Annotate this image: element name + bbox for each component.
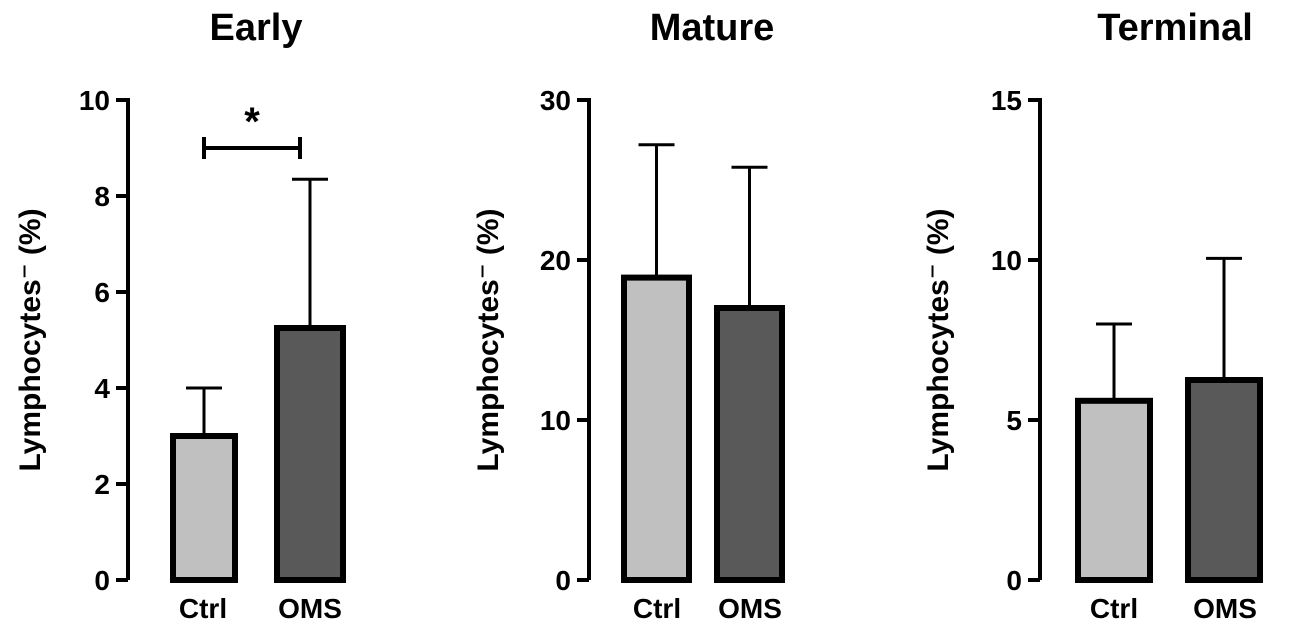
x-category-label: OMS bbox=[718, 593, 782, 624]
y-tick-label: 15 bbox=[991, 85, 1022, 116]
panel-early: Early Lymphocytes⁻ (%) 0 2 4 6 8 10 Ctrl OMS * bbox=[14, 7, 346, 624]
x-category-label: Ctrl bbox=[1090, 593, 1138, 624]
chart-title: Mature bbox=[650, 7, 775, 49]
bar-oms bbox=[1185, 377, 1263, 583]
y-tick-label: 8 bbox=[94, 181, 110, 212]
panel-mature: Mature Lymphocytes⁻ (%) 0 10 20 30 Ctrl OMS bbox=[472, 7, 785, 624]
bar-ctrl bbox=[621, 274, 692, 583]
chart-title: Terminal bbox=[1097, 7, 1253, 49]
y-tick-label: 0 bbox=[94, 565, 110, 596]
chart-title: Early bbox=[210, 7, 303, 49]
panel-terminal: Terminal Lymphocytes⁻ (%) 0 5 10 15 Ctrl OMS bbox=[922, 7, 1263, 624]
y-tick-label: 2 bbox=[94, 469, 110, 500]
significance-label: * bbox=[244, 100, 260, 144]
y-tick-label: 0 bbox=[1006, 565, 1022, 596]
bar-oms bbox=[274, 325, 346, 583]
x-category-label: Ctrl bbox=[633, 593, 681, 624]
y-tick-label: 10 bbox=[540, 405, 571, 436]
y-tick-label: 10 bbox=[991, 245, 1022, 276]
bar-ctrl bbox=[170, 433, 238, 583]
y-tick-label: 6 bbox=[94, 277, 110, 308]
y-axis-label: Lymphocytes⁻ (%) bbox=[922, 208, 955, 471]
y-tick-label: 20 bbox=[540, 245, 571, 276]
y-tick-label: 0 bbox=[555, 565, 571, 596]
y-axis-label: Lymphocytes⁻ (%) bbox=[472, 208, 505, 471]
bar-ctrl bbox=[1075, 397, 1153, 583]
x-category-label: OMS bbox=[278, 593, 342, 624]
y-tick-label: 10 bbox=[79, 85, 110, 116]
y-axis-label: Lymphocytes⁻ (%) bbox=[14, 208, 47, 471]
y-tick-label: 4 bbox=[94, 373, 110, 404]
bar-oms bbox=[714, 305, 785, 583]
y-tick-label: 30 bbox=[540, 85, 571, 116]
y-tick-label: 5 bbox=[1006, 405, 1022, 436]
x-category-label: Ctrl bbox=[179, 593, 227, 624]
x-category-label: OMS bbox=[1193, 593, 1257, 624]
